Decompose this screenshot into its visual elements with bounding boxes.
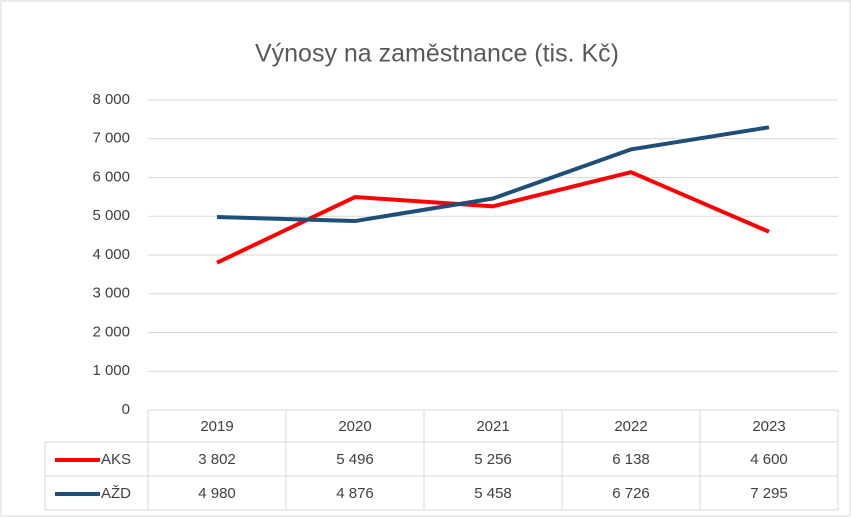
x-tick-label: 2023 bbox=[752, 418, 785, 435]
x-tick-label: 2021 bbox=[476, 418, 509, 435]
y-tick-label: 1 000 bbox=[92, 362, 130, 379]
y-tick-label: 6 000 bbox=[92, 168, 130, 185]
table-value: 7 295 bbox=[750, 485, 788, 502]
table-value: 5 458 bbox=[474, 485, 512, 502]
x-tick-label: 2020 bbox=[338, 418, 371, 435]
table-value: 4 876 bbox=[336, 485, 374, 502]
table-value: 3 802 bbox=[198, 451, 236, 468]
y-tick-label: 2 000 bbox=[92, 323, 130, 340]
y-tick-label: 8 000 bbox=[92, 91, 130, 108]
x-tick-label: 2022 bbox=[614, 418, 647, 435]
series-line bbox=[216, 125, 770, 224]
y-tick-label: 0 bbox=[122, 401, 130, 418]
table-value: 6 138 bbox=[612, 451, 650, 468]
table-value: 5 256 bbox=[474, 451, 512, 468]
table-value: 5 496 bbox=[336, 451, 374, 468]
table-value: 4 600 bbox=[750, 451, 788, 468]
legend-label: AKS bbox=[101, 451, 131, 468]
x-tick-label: 2019 bbox=[200, 418, 233, 435]
legend-label: AŽD bbox=[101, 485, 131, 502]
table-value: 6 726 bbox=[612, 485, 650, 502]
y-tick-label: 7 000 bbox=[92, 130, 130, 147]
y-tick-label: 5 000 bbox=[92, 207, 130, 224]
table-value: 4 980 bbox=[198, 485, 236, 502]
y-tick-label: 4 000 bbox=[92, 246, 130, 263]
chart-title: Výnosy na zaměstnance (tis. Kč) bbox=[255, 40, 619, 68]
y-tick-label: 3 000 bbox=[92, 285, 130, 302]
